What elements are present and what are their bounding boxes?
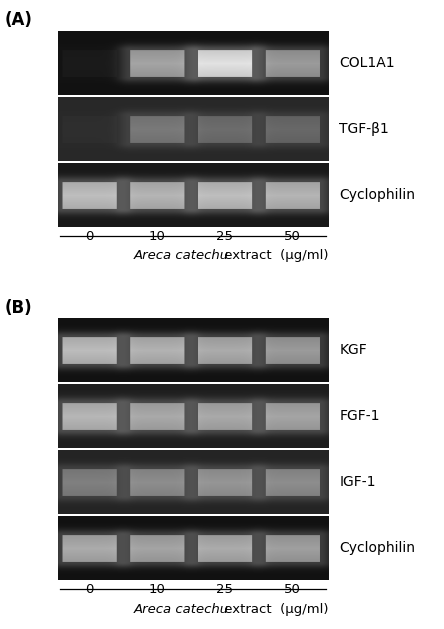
Text: 50: 50: [284, 584, 301, 596]
Text: 50: 50: [284, 230, 301, 243]
Text: (B): (B): [4, 299, 32, 316]
Text: IGF-1: IGF-1: [339, 475, 376, 489]
Text: Cyclophilin: Cyclophilin: [339, 188, 416, 202]
Text: FGF-1: FGF-1: [339, 409, 380, 423]
Text: 10: 10: [148, 230, 165, 243]
Text: 0: 0: [85, 584, 93, 596]
Text: extract  (μg/ml): extract (μg/ml): [220, 249, 329, 262]
Text: KGF: KGF: [339, 343, 367, 357]
Text: TGF-β1: TGF-β1: [339, 122, 389, 136]
Text: extract  (μg/ml): extract (μg/ml): [220, 603, 329, 616]
Text: 10: 10: [148, 584, 165, 596]
Text: 0: 0: [85, 230, 93, 243]
Text: Areca catechu: Areca catechu: [134, 249, 229, 262]
Text: (A): (A): [4, 11, 32, 30]
Text: Cyclophilin: Cyclophilin: [339, 541, 416, 555]
Text: COL1A1: COL1A1: [339, 56, 395, 70]
Text: 25: 25: [216, 584, 233, 596]
Text: Areca catechu: Areca catechu: [134, 603, 229, 616]
Text: 25: 25: [216, 230, 233, 243]
